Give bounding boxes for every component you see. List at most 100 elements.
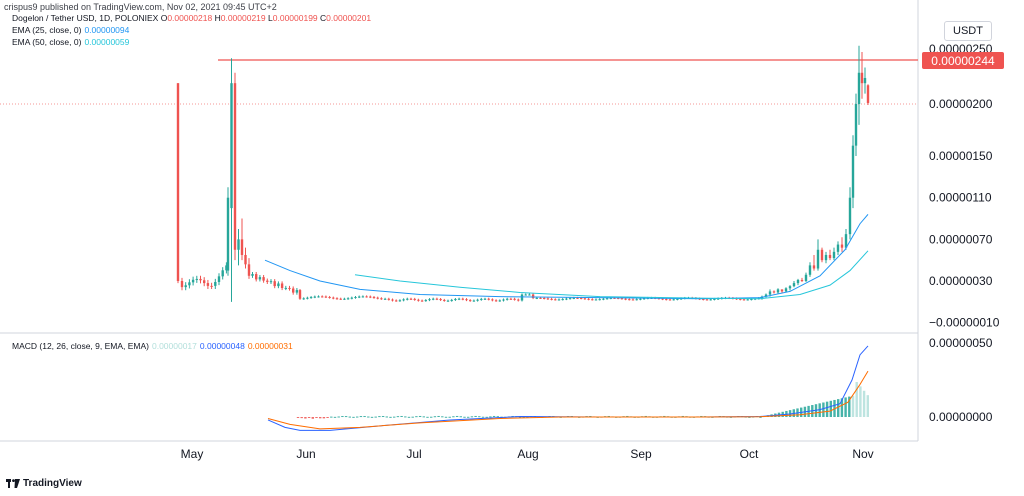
- ohlc-value-l: 0.00000199: [272, 13, 318, 23]
- candle-body: [288, 287, 291, 289]
- candle-body: [203, 280, 206, 284]
- macd-histogram-bar: [400, 415, 403, 417]
- currency-button[interactable]: USDT: [944, 21, 992, 41]
- macd-histogram-bar: [818, 403, 821, 417]
- candle-body: [277, 283, 280, 287]
- candle-body: [628, 299, 631, 301]
- macd-histogram-bar: [825, 401, 829, 417]
- candles-group: [176, 45, 870, 302]
- macd-histogram-bar: [426, 416, 429, 418]
- macd-histogram-bar: [837, 399, 840, 417]
- candle-body: [328, 296, 331, 298]
- macd-signal-value: 0.00000031: [247, 341, 293, 351]
- candle-body: [302, 298, 305, 300]
- candle-body: [230, 83, 233, 209]
- macd-histogram-bar: [522, 416, 525, 418]
- candle-body: [480, 298, 483, 300]
- candle-body: [387, 298, 390, 300]
- candle-body: [413, 298, 416, 300]
- candle-body: [180, 281, 184, 288]
- macd-histogram-bar: [415, 416, 418, 418]
- candle-body: [409, 298, 413, 300]
- candle-body: [343, 298, 346, 300]
- candle-body: [854, 104, 858, 146]
- symbol-title: Dogelon / Tether USD, 1D, POLONIEX: [12, 13, 159, 23]
- candle-body: [836, 244, 840, 252]
- candle-body: [432, 298, 435, 300]
- candle-body: [513, 298, 516, 300]
- macd-histogram-bar: [496, 416, 499, 418]
- month-tick-label: Aug: [517, 447, 538, 461]
- macd-group: [267, 345, 869, 431]
- macd-histogram-bar: [474, 415, 477, 417]
- candle-body: [587, 298, 590, 300]
- candle-body: [465, 299, 468, 301]
- candle-body: [768, 291, 772, 295]
- candle-body: [506, 298, 509, 300]
- candle-body: [792, 283, 796, 287]
- candle-body: [517, 299, 520, 301]
- footer-brand[interactable]: TradingView: [6, 478, 82, 489]
- candle-body: [796, 279, 800, 284]
- candle-body: [635, 299, 638, 301]
- candle-body: [764, 294, 768, 297]
- macd-histogram-bar: [300, 417, 303, 419]
- macd-signal-line: [267, 370, 869, 430]
- candle-body: [591, 299, 594, 301]
- candle-body: [598, 299, 601, 301]
- symbol-legend: Dogelon / Tether USD, 1D, POLONIEX O0.00…: [12, 13, 371, 24]
- macd-histogram-bar: [844, 397, 847, 417]
- macd-histogram-bar: [344, 416, 348, 418]
- candle-body: [613, 297, 616, 299]
- candle-body: [380, 298, 383, 300]
- candle-body: [631, 299, 635, 301]
- candle-body: [398, 300, 402, 302]
- candle-body: [335, 298, 339, 300]
- ema25-legend: EMA (25, close, 0) 0.00000094: [12, 25, 129, 36]
- macd-line: [267, 345, 869, 431]
- macd-histogram-bar: [452, 416, 455, 418]
- candle-body: [255, 274, 258, 280]
- price-axis[interactable]: 0.00000200 0.00000150 0.00000110 0.00000070…: [929, 42, 1000, 424]
- candle-body: [851, 145, 855, 198]
- candle-body: [832, 251, 836, 259]
- macd-histogram-bar: [396, 416, 400, 418]
- macd-histogram-bar: [492, 415, 496, 417]
- candle-body: [273, 281, 276, 287]
- macd-histogram-bar: [348, 416, 351, 418]
- candle-body: [439, 299, 442, 301]
- candle-body: [237, 239, 240, 250]
- candle-body: [339, 298, 342, 300]
- candle-body: [565, 298, 568, 300]
- ema50-label: EMA (50, close, 0): [12, 37, 82, 47]
- candle-body: [668, 299, 672, 301]
- ohlc-key-l: L: [265, 13, 273, 23]
- candle-body: [461, 298, 464, 300]
- time-axis[interactable]: May Jun Jul Aug Sep Oct Nov: [181, 447, 874, 461]
- candle-body: [195, 278, 198, 280]
- macd-histogram-bar: [681, 415, 684, 417]
- ema25-line: [264, 214, 869, 300]
- macd-tick-label: 0.00000000: [929, 410, 993, 424]
- candle-body: [642, 298, 646, 300]
- candle-body: [258, 277, 262, 280]
- candle-body: [284, 287, 287, 289]
- candle-body: [824, 254, 828, 261]
- candle-body: [332, 297, 335, 299]
- ohlc-values: O0.00000218 H0.00000219 L0.00000199 C0.0…: [161, 13, 371, 23]
- candle-body: [860, 72, 864, 84]
- candle-body: [210, 285, 213, 287]
- candle-body: [176, 83, 180, 281]
- macd-histogram-bar: [518, 416, 522, 418]
- candle-body: [800, 279, 804, 281]
- macd-histogram-bar: [411, 416, 414, 418]
- candle-body: [524, 294, 527, 296]
- macd-histogram-bar: [748, 416, 751, 418]
- macd-histogram-bar: [862, 390, 866, 417]
- candle-body: [617, 297, 620, 299]
- macd-histogram-bar: [848, 396, 851, 417]
- candle-body: [705, 299, 709, 301]
- candle-body: [494, 300, 498, 302]
- macd-histogram-bar: [459, 416, 462, 418]
